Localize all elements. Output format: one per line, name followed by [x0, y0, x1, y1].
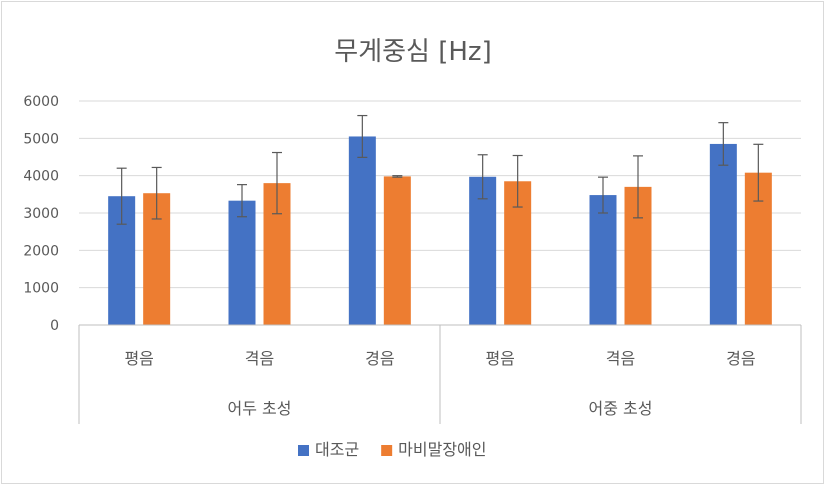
y-tick-label: 0 — [50, 318, 59, 334]
y-tick-label: 4000 — [23, 169, 59, 185]
y-tick-label: 6000 — [23, 94, 59, 110]
x-tick-label: 격음 — [606, 349, 635, 368]
x-tick-label: 평음 — [124, 349, 153, 368]
legend-swatch — [298, 445, 309, 456]
x-tick-label: 평음 — [485, 349, 514, 368]
x-tick-label: 경음 — [365, 349, 394, 368]
legend-label: 마비말장애인 — [398, 440, 486, 459]
y-tick-label: 2000 — [23, 243, 59, 259]
bars — [108, 136, 772, 325]
bar — [469, 176, 497, 325]
legend: 대조군 마비말장애인 — [298, 440, 487, 459]
chart-title: 무게중심 [Hz] — [334, 37, 491, 67]
error-bars — [116, 114, 764, 225]
legend-label: 대조군 — [315, 440, 359, 459]
bar — [383, 176, 411, 325]
bar — [228, 200, 256, 325]
x-group-label: 어두 초성 — [228, 399, 292, 418]
bar — [709, 143, 737, 325]
y-axis-ticks: 0 1000 2000 3000 4000 5000 6000 — [23, 94, 59, 334]
gridlines — [79, 100, 801, 289]
y-tick-label: 1000 — [23, 281, 59, 297]
x-tick-label: 경음 — [726, 349, 755, 368]
y-tick-label: 5000 — [23, 131, 59, 147]
y-tick-label: 3000 — [23, 206, 59, 222]
legend-swatch — [381, 445, 393, 456]
bar — [348, 136, 376, 325]
x-group-label: 어중 초성 — [589, 399, 653, 418]
x-tick-label: 격음 — [245, 349, 274, 368]
bar — [589, 195, 617, 325]
